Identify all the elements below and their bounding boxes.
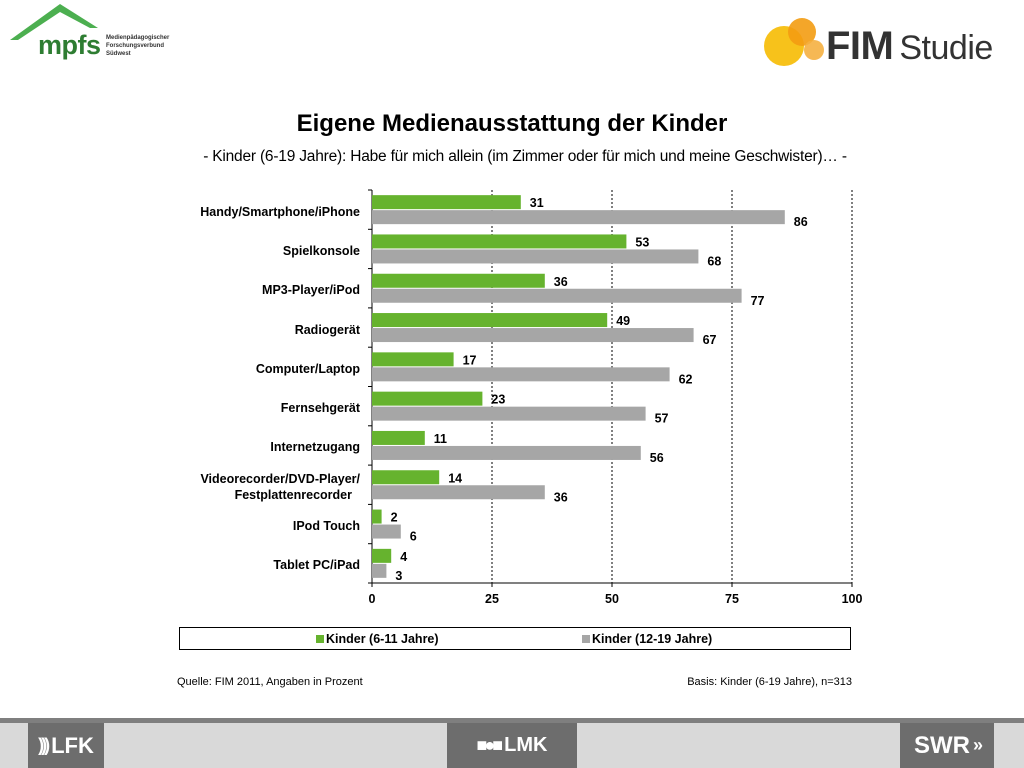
- lfk-wave-icon: ))): [38, 735, 50, 755]
- bar-12-19: [372, 406, 646, 421]
- footer-divider: [0, 718, 1024, 723]
- swr-wordmark: SWR: [913, 731, 970, 759]
- bar-6-11: [372, 195, 521, 210]
- swr-arrows-icon: »: [972, 735, 983, 755]
- mpfs-subtitle-line: Südwest: [106, 51, 131, 57]
- category-label: Radiogerät: [294, 322, 360, 337]
- chart-legend: Kinder (6-11 Jahre) Kinder (12-19 Jahre): [179, 627, 851, 650]
- mpfs-logo: mpfs Medienpädagogischer Forschungsverbu…: [8, 2, 178, 64]
- bar-12-19: [372, 328, 694, 343]
- data-label: 11: [434, 432, 447, 446]
- data-label: 86: [794, 215, 808, 229]
- data-label: 3: [395, 569, 402, 583]
- mpfs-subtitle-line: Medienpädagogischer: [106, 35, 170, 41]
- data-label: 14: [448, 471, 462, 485]
- data-label: 53: [635, 235, 649, 249]
- bar-12-19: [372, 367, 670, 382]
- data-label: 36: [554, 275, 568, 289]
- legend-swatch-green: [316, 635, 324, 643]
- lfk-wordmark: LFK: [51, 732, 94, 758]
- legend-swatch-gray: [582, 635, 590, 643]
- data-label: 2: [391, 511, 398, 525]
- category-label: Fernsehgerät: [280, 401, 360, 416]
- data-label: 77: [751, 294, 765, 308]
- legend-item-6-11: Kinder (6-11 Jahre): [316, 632, 439, 646]
- source-note: Quelle: FIM 2011, Angaben in Prozent: [177, 676, 363, 688]
- category-label: IPod Touch: [292, 519, 360, 534]
- category-label: Tablet PC/iPad: [273, 558, 360, 573]
- data-label: 62: [679, 372, 693, 386]
- bar-6-11: [372, 430, 425, 445]
- lmk-dots-icon: ■●■: [476, 735, 504, 755]
- data-label: 49: [616, 314, 630, 328]
- bar-6-11: [372, 313, 608, 328]
- category-label: Computer/Laptop: [255, 361, 360, 376]
- bar-6-11: [372, 509, 382, 524]
- x-tick-label: 100: [842, 592, 863, 606]
- data-label: 57: [655, 412, 669, 426]
- lmk-wordmark: LMK: [504, 734, 548, 756]
- bar-12-19: [372, 563, 387, 578]
- bar-12-19: [372, 288, 742, 303]
- fim-wordmark-light: Studie: [899, 29, 993, 67]
- legend-label: Kinder (6-11 Jahre): [326, 632, 439, 646]
- x-tick-label: 75: [725, 592, 739, 606]
- bar-chart: 0 25 50 75 100318653683677496717622357115614…: [368, 189, 863, 606]
- mpfs-subtitle-line: Forschungsverbund: [106, 43, 165, 49]
- fim-studie-logo: FIM Studie: [762, 10, 1012, 74]
- bar-6-11: [372, 352, 454, 367]
- chart-subtitle: - Kinder (6-19 Jahre): Habe für mich all…: [203, 148, 847, 165]
- x-tick-label: 50: [605, 592, 619, 606]
- data-label: 67: [703, 333, 717, 347]
- bar-6-11: [372, 234, 627, 249]
- bar-12-19: [372, 485, 545, 500]
- data-label: 17: [463, 353, 477, 367]
- chart-title: Eigene Medienausstattung der Kinder: [296, 110, 728, 137]
- data-label: 36: [554, 490, 568, 504]
- swr-logo: SWR»: [900, 723, 994, 768]
- mpfs-subtitle: Medienpädagogischer Forschungsverbund Sü…: [106, 34, 186, 58]
- category-label: Spielkonsole: [282, 243, 360, 258]
- data-label: 4: [400, 550, 407, 564]
- legend-item-12-19: Kinder (12-19 Jahre): [582, 632, 712, 646]
- lmk-logo: ■●■ LMK: [447, 723, 577, 768]
- mpfs-roof-icon: [10, 4, 98, 40]
- data-label: 56: [650, 451, 664, 465]
- data-label: 6: [410, 530, 417, 544]
- bar-6-11: [372, 548, 392, 563]
- legend-label: Kinder (12-19 Jahre): [592, 632, 713, 646]
- bar-12-19: [372, 249, 699, 264]
- x-tick-label: 0: [369, 592, 376, 606]
- category-label: Videorecorder/DVD-Player/Festplattenreco…: [200, 471, 360, 502]
- mpfs-name: mpfs: [38, 30, 101, 60]
- lfk-logo: ))) LFK: [28, 723, 104, 768]
- bar-6-11: [372, 470, 440, 485]
- category-label: Internetzugang: [270, 440, 360, 455]
- category-label: MP3-Player/iPod: [262, 283, 360, 298]
- data-label: 31: [530, 196, 544, 210]
- fim-studie-wordmark: FIM Studie: [826, 24, 993, 69]
- category-label: Handy/Smartphone/iPhone: [200, 204, 360, 219]
- bar-6-11: [372, 391, 483, 406]
- bar-12-19: [372, 210, 785, 225]
- bar-6-11: [372, 273, 545, 288]
- bar-12-19: [372, 445, 641, 460]
- base-note: Basis: Kinder (6-19 Jahre), n=313: [687, 676, 852, 688]
- data-label: 23: [491, 393, 505, 407]
- x-tick-label: 25: [485, 592, 499, 606]
- fim-wordmark-bold: FIM: [826, 24, 894, 68]
- data-label: 68: [707, 254, 721, 268]
- fim-circles-icon: [764, 18, 824, 66]
- bar-12-19: [372, 524, 401, 539]
